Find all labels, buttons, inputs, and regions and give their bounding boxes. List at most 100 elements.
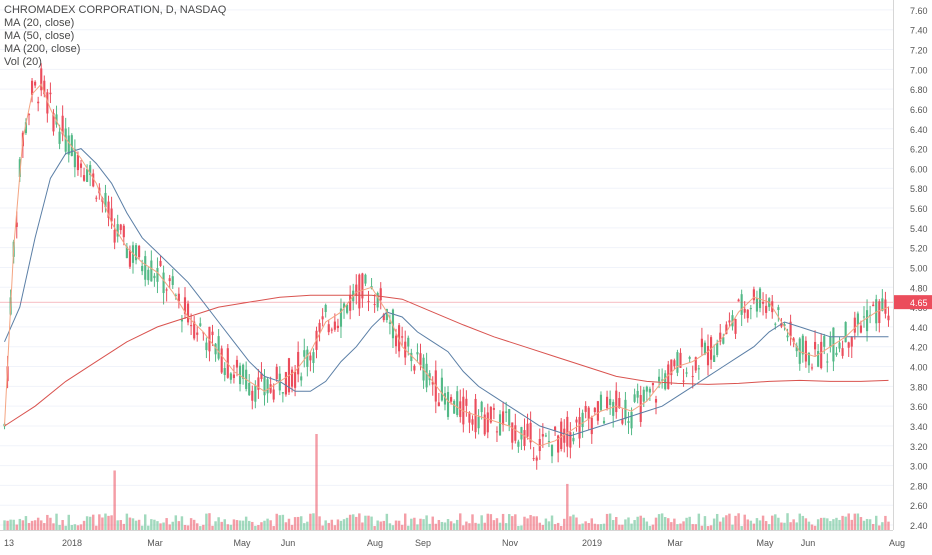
volume-bar bbox=[712, 518, 716, 530]
volume-bar bbox=[774, 514, 777, 530]
candle-body bbox=[196, 332, 199, 335]
y-tick-label: 5.60 bbox=[910, 204, 928, 214]
candle-body bbox=[703, 342, 707, 355]
candle-body bbox=[691, 376, 694, 378]
volume-bar bbox=[679, 523, 682, 530]
candle-body bbox=[284, 372, 287, 395]
volume-bar bbox=[254, 525, 257, 530]
volume-bar bbox=[36, 517, 40, 530]
candle-body bbox=[743, 308, 746, 313]
candle-body bbox=[887, 315, 890, 321]
candle-body bbox=[862, 316, 866, 318]
candle-body bbox=[52, 113, 55, 132]
chart-legend: CHROMADEX CORPORATION, D, NASDAQ MA (20,… bbox=[4, 4, 226, 69]
volume-bar bbox=[780, 522, 783, 530]
volume-bar bbox=[621, 524, 624, 530]
candle-body bbox=[572, 437, 575, 442]
volume-bar bbox=[419, 518, 422, 530]
volume-bar bbox=[682, 521, 685, 530]
candle-body bbox=[612, 401, 615, 416]
volume-bar bbox=[88, 516, 92, 530]
volume-bar bbox=[826, 518, 829, 530]
candle-body bbox=[853, 317, 856, 333]
candle-body bbox=[560, 421, 563, 449]
candle-body bbox=[144, 256, 147, 280]
volume-bar bbox=[865, 518, 869, 530]
volume-bar bbox=[440, 521, 444, 530]
candle-body bbox=[183, 297, 187, 314]
candle-body bbox=[232, 374, 235, 379]
volume-bar bbox=[214, 521, 217, 530]
volume-bar bbox=[608, 513, 612, 530]
candle-body bbox=[290, 369, 294, 387]
chart-title[interactable]: CHROMADEX CORPORATION, D, NASDAQ bbox=[4, 4, 227, 16]
volume-bar bbox=[654, 517, 658, 530]
volume-bar bbox=[480, 515, 483, 530]
legend-ma20[interactable]: MA (20, close) bbox=[4, 17, 75, 29]
candle-body bbox=[511, 422, 514, 443]
volume-bar bbox=[517, 525, 520, 530]
volume-bar bbox=[639, 515, 642, 530]
candle-body bbox=[437, 402, 440, 407]
y-tick-label: 3.20 bbox=[910, 442, 928, 452]
volume-bar bbox=[82, 520, 86, 530]
volume-bar bbox=[556, 522, 560, 530]
y-tick-label: 5.20 bbox=[910, 244, 928, 254]
volume-bar bbox=[670, 522, 673, 530]
volume-bar bbox=[618, 524, 621, 530]
candle-body bbox=[486, 412, 489, 433]
candle-body bbox=[190, 325, 193, 327]
candle-body bbox=[661, 379, 664, 381]
candle-body bbox=[242, 364, 245, 379]
volume-bar bbox=[630, 523, 633, 530]
candle-body bbox=[266, 379, 269, 394]
volume-bar bbox=[299, 516, 303, 530]
volume-bar bbox=[110, 515, 113, 530]
candle-body bbox=[446, 391, 450, 417]
candle-body bbox=[538, 438, 541, 451]
volume-bar bbox=[336, 519, 340, 530]
legend-volume[interactable]: Vol (20) bbox=[4, 56, 42, 68]
volume-bar bbox=[541, 524, 545, 530]
candle-body bbox=[156, 267, 159, 282]
candle-body bbox=[615, 390, 618, 413]
volume-bar bbox=[835, 517, 838, 530]
candle-body bbox=[774, 323, 777, 325]
candle-body bbox=[716, 342, 719, 355]
legend-ma50[interactable]: MA (50, close) bbox=[4, 30, 75, 42]
candle-body bbox=[746, 309, 749, 319]
volume-bar bbox=[752, 523, 756, 530]
volume-bar bbox=[878, 525, 881, 530]
last-price-label: 4.65 bbox=[910, 298, 928, 308]
candle-body bbox=[480, 401, 483, 413]
candle-body bbox=[850, 336, 853, 347]
volume-bar bbox=[538, 522, 542, 530]
x-tick-label: 13 bbox=[4, 538, 14, 548]
volume-bar bbox=[758, 520, 762, 530]
volume-bar bbox=[183, 524, 187, 530]
candle-body bbox=[731, 315, 734, 327]
candle-body bbox=[813, 341, 817, 350]
volume-bar bbox=[572, 514, 575, 530]
volume-bar bbox=[709, 525, 713, 530]
volume-bar bbox=[376, 520, 379, 530]
volume-bar bbox=[584, 521, 587, 530]
volume-bar bbox=[743, 514, 746, 530]
volume-bar bbox=[6, 520, 9, 530]
volume-bar bbox=[471, 514, 474, 530]
legend-ma200[interactable]: MA (200, close) bbox=[4, 43, 81, 55]
volume-bar bbox=[33, 520, 37, 530]
candle-body bbox=[318, 322, 321, 332]
candle-body bbox=[272, 389, 275, 400]
candle-body bbox=[505, 411, 508, 413]
volume-bar bbox=[211, 525, 214, 530]
volume-bar bbox=[868, 519, 872, 530]
volume-bar bbox=[128, 517, 132, 530]
volume-bar bbox=[251, 521, 254, 530]
candle-body bbox=[817, 351, 820, 367]
candle-body bbox=[162, 272, 165, 294]
volume-bar bbox=[24, 516, 28, 530]
volume-bar bbox=[373, 526, 376, 530]
